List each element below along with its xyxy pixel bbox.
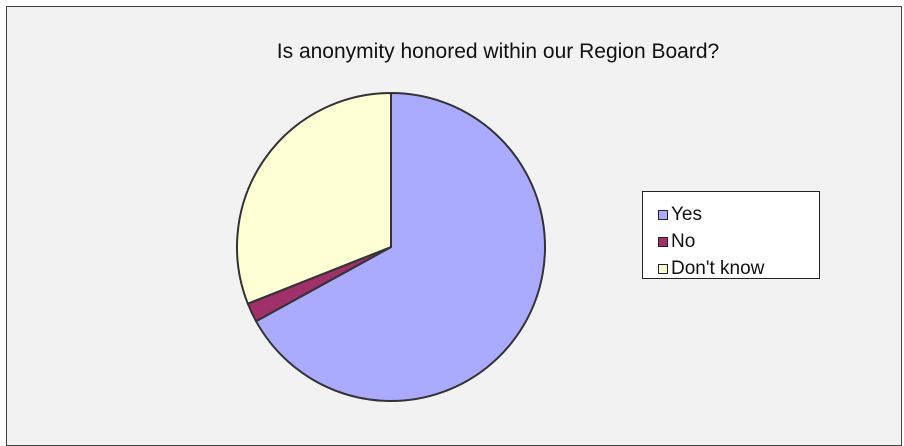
- legend-label-dont-know: Don't know: [671, 258, 765, 279]
- legend: Yes No Don't know: [642, 191, 820, 279]
- pie-chart: [236, 92, 546, 402]
- legend-item-dont-know: Don't know: [658, 255, 819, 282]
- chart-area: Is anonymity honored within our Region B…: [6, 6, 902, 446]
- legend-label-yes: Yes: [671, 204, 702, 225]
- chart-title: Is anonymity honored within our Region B…: [276, 40, 720, 63]
- legend-swatch-dont-know: [658, 264, 668, 274]
- legend-swatch-yes: [658, 210, 668, 220]
- legend-label-no: No: [671, 231, 696, 252]
- legend-swatch-no: [658, 237, 668, 247]
- legend-item-no: No: [658, 228, 819, 255]
- pie-slice-yes: [255, 92, 546, 402]
- pie-slice-don-t-know: [236, 92, 392, 305]
- legend-item-yes: Yes: [658, 201, 819, 228]
